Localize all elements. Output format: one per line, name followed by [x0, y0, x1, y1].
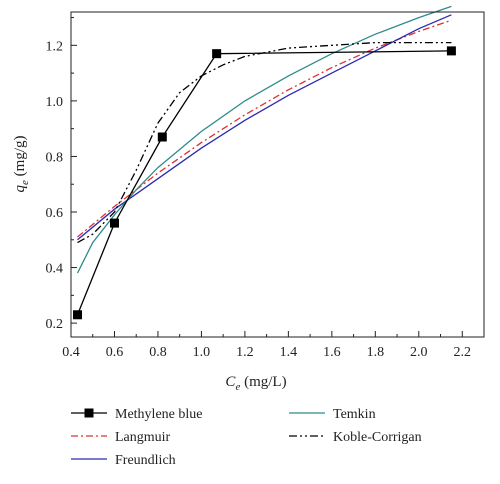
legend-label-koble-corrigan: Koble-Corrigan: [333, 430, 422, 445]
legend-label-methylene-blue: Methylene blue: [115, 407, 202, 422]
y-axis-label-unit: (mg/g): [12, 136, 28, 181]
data-point-methylene-blue: [212, 49, 222, 59]
series-line-methylene-blue: [76, 50, 452, 316]
legend-marker-methylene-blue: [84, 408, 94, 418]
y-tick-label: 0.8: [46, 150, 64, 165]
y-tick-label: 1.0: [46, 95, 64, 110]
x-tick-label: 1.2: [236, 345, 254, 360]
x-tick-label: 1.8: [367, 345, 385, 360]
plot-frame: [70, 11, 485, 338]
data-point-methylene-blue: [446, 46, 456, 56]
data-point-methylene-blue: [157, 132, 167, 142]
y-axis-label-sub: e: [19, 180, 31, 185]
y-tick-label: 0.2: [46, 317, 64, 332]
y-axis-label-main: q: [12, 184, 28, 192]
x-tick-label: 1.4: [280, 345, 298, 360]
x-tick-label: 1.6: [323, 345, 341, 360]
y-tick-label: 1.2: [46, 39, 64, 54]
x-tick-label: 1.0: [193, 345, 211, 360]
x-tick-label: 0.4: [62, 345, 80, 360]
y-tick-label: 0.6: [46, 206, 64, 221]
tick-labels: 0.4 0.6 0.8 1.0 1.2 1.4 1.6 1.8 2.0 2.2 0.2 0.4 0.6 0…: [46, 39, 472, 360]
data-point-methylene-blue: [109, 218, 119, 228]
x-axis-label-main: C: [225, 374, 236, 390]
series-line-koble-corrigan: [77, 41, 452, 244]
y-tick-label: 0.4: [46, 262, 64, 277]
legend: Methylene blue Langmuir Freundlich Temkin Ko…: [71, 407, 422, 468]
series-line-freundlich: [77, 14, 452, 241]
axes: [70, 11, 485, 338]
legend-label-langmuir: Langmuir: [115, 430, 171, 445]
x-tick-label: 0.6: [106, 345, 124, 360]
x-tick-label: 2.0: [410, 345, 428, 360]
series-line-temkin: [76, 5, 452, 274]
data-point-methylene-blue: [73, 310, 83, 320]
y-axis-label: qe (mg/g): [12, 136, 31, 193]
x-axis-label-unit: (mg/L): [240, 374, 286, 390]
x-tick-label: 0.8: [149, 345, 167, 360]
x-tick-label: 2.2: [454, 345, 472, 360]
plot-area: [73, 5, 456, 320]
legend-label-temkin: Temkin: [333, 407, 376, 422]
legend-label-freundlich: Freundlich: [115, 453, 176, 468]
x-axis-label-sub: e: [235, 381, 240, 393]
x-axis-label: Ce (mg/L): [225, 374, 286, 393]
